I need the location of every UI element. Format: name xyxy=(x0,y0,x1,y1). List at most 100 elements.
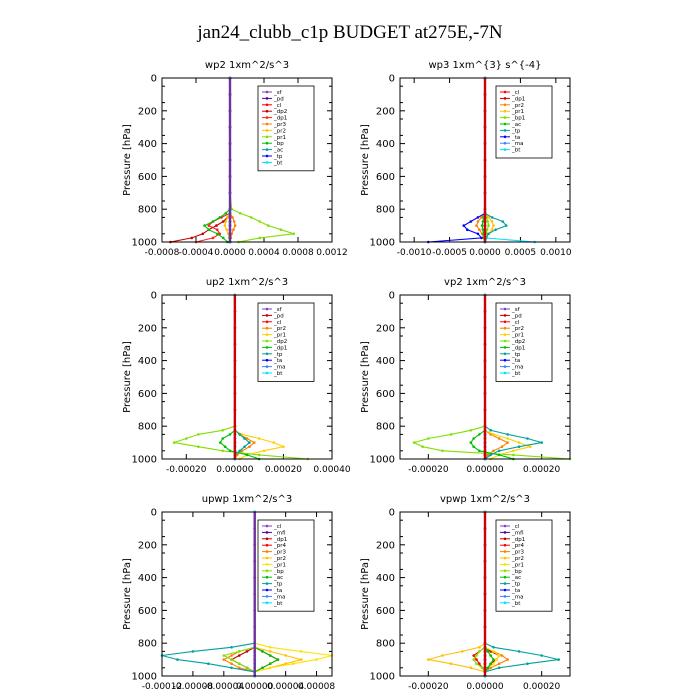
data-point xyxy=(266,224,270,227)
legend-marker xyxy=(503,320,507,324)
legend-label: _pr2 xyxy=(273,326,286,332)
data-point xyxy=(504,224,508,227)
legend-label: _pr2 xyxy=(511,556,524,562)
legend-box xyxy=(257,85,315,172)
data-point xyxy=(243,445,246,449)
legend-marker xyxy=(503,326,507,330)
data-point xyxy=(472,658,475,661)
data-point xyxy=(492,646,495,649)
data-point xyxy=(487,216,490,219)
y-tick-label: 0 xyxy=(389,508,395,519)
y-tick-label: 800 xyxy=(138,205,157,216)
data-point xyxy=(240,449,244,453)
data-point xyxy=(489,429,492,432)
data-point xyxy=(228,433,232,436)
data-point xyxy=(197,433,200,436)
data-point xyxy=(237,654,241,657)
legend-marker xyxy=(503,531,507,534)
legend-label: _ac xyxy=(511,122,521,128)
x-tick-label: 0.00000 xyxy=(236,682,273,692)
data-point xyxy=(261,666,264,670)
y-tick-label: 200 xyxy=(376,106,395,117)
x-tick-label: 0.00000 xyxy=(466,465,503,475)
x-tick-label: 0.00020 xyxy=(265,465,302,475)
data-point xyxy=(492,449,495,453)
legend-marker xyxy=(265,129,269,132)
legend-marker xyxy=(503,90,507,94)
data-point xyxy=(492,433,495,436)
legend-marker xyxy=(503,358,507,362)
x-tick-label: 0.0000 xyxy=(469,248,501,258)
x-tick-label: 0.00020 xyxy=(523,465,560,475)
legend-label: _ma xyxy=(273,365,285,371)
data-point xyxy=(299,658,303,661)
legend-label: _dp2 xyxy=(273,109,287,115)
legend-marker xyxy=(503,543,507,547)
legend-label: _sf xyxy=(511,307,521,313)
legend-label: _pr4 xyxy=(511,543,525,549)
data-point xyxy=(172,441,176,444)
data-point xyxy=(486,650,490,653)
legend-marker xyxy=(265,524,269,528)
legend-marker xyxy=(503,148,507,151)
data-point xyxy=(495,658,498,661)
x-tick-label: -0.0010 xyxy=(397,248,432,258)
data-point xyxy=(268,654,272,657)
data-point xyxy=(176,658,179,661)
legend-marker xyxy=(503,601,507,605)
y-tick-label: 0 xyxy=(151,291,157,302)
legend-marker xyxy=(265,97,269,100)
data-point xyxy=(480,666,484,670)
data-point xyxy=(243,437,246,440)
legend-marker xyxy=(503,135,507,139)
data-point xyxy=(262,449,266,453)
legend-label: _dp2 xyxy=(511,339,525,345)
panel-6: vpwp 1xm^2/s^3 Pressure [hPa] 0 200 400 600 80… xyxy=(360,494,571,692)
data-point xyxy=(517,445,521,449)
legend-marker xyxy=(503,122,507,126)
legend-marker xyxy=(265,358,269,362)
data-point xyxy=(252,441,256,444)
x-tick-label: -0.0004 xyxy=(179,248,214,258)
legend-marker xyxy=(265,365,269,368)
data-point xyxy=(506,441,509,444)
panel-title: vp2 1xm^2/s^3 xyxy=(444,277,526,288)
data-point xyxy=(237,666,241,670)
data-point xyxy=(449,662,453,665)
data-point xyxy=(540,654,543,657)
data-point xyxy=(215,224,218,227)
data-point xyxy=(517,441,521,444)
legend-marker xyxy=(265,595,269,598)
data-point xyxy=(412,441,416,444)
data-point xyxy=(292,232,296,236)
data-point xyxy=(224,220,228,223)
y-tick-label: 1000 xyxy=(370,672,395,683)
legend-marker xyxy=(265,569,269,573)
data-point xyxy=(197,445,200,449)
data-point xyxy=(500,445,504,449)
data-point xyxy=(478,662,481,665)
data-point xyxy=(191,650,195,653)
legend-label: _bp xyxy=(273,569,284,575)
legend-label: _ta xyxy=(511,358,520,364)
data-point xyxy=(223,224,227,227)
data-point xyxy=(231,216,234,219)
data-point xyxy=(500,654,504,657)
legend-label: _cl xyxy=(511,320,520,326)
data-point xyxy=(207,662,210,665)
legend-marker xyxy=(265,563,269,566)
data-point xyxy=(540,441,543,444)
data-point xyxy=(441,449,444,453)
data-point xyxy=(478,650,481,653)
data-point xyxy=(475,662,478,665)
legend-marker xyxy=(503,365,507,368)
data-point xyxy=(506,658,509,661)
y-axis-label: Pressure [hPa] xyxy=(360,124,371,196)
legend-marker xyxy=(265,575,269,579)
legend-marker xyxy=(265,371,269,375)
y-tick-label: 400 xyxy=(138,356,157,367)
legend-marker xyxy=(503,537,507,541)
data-point xyxy=(427,658,430,661)
data-point xyxy=(506,437,509,440)
